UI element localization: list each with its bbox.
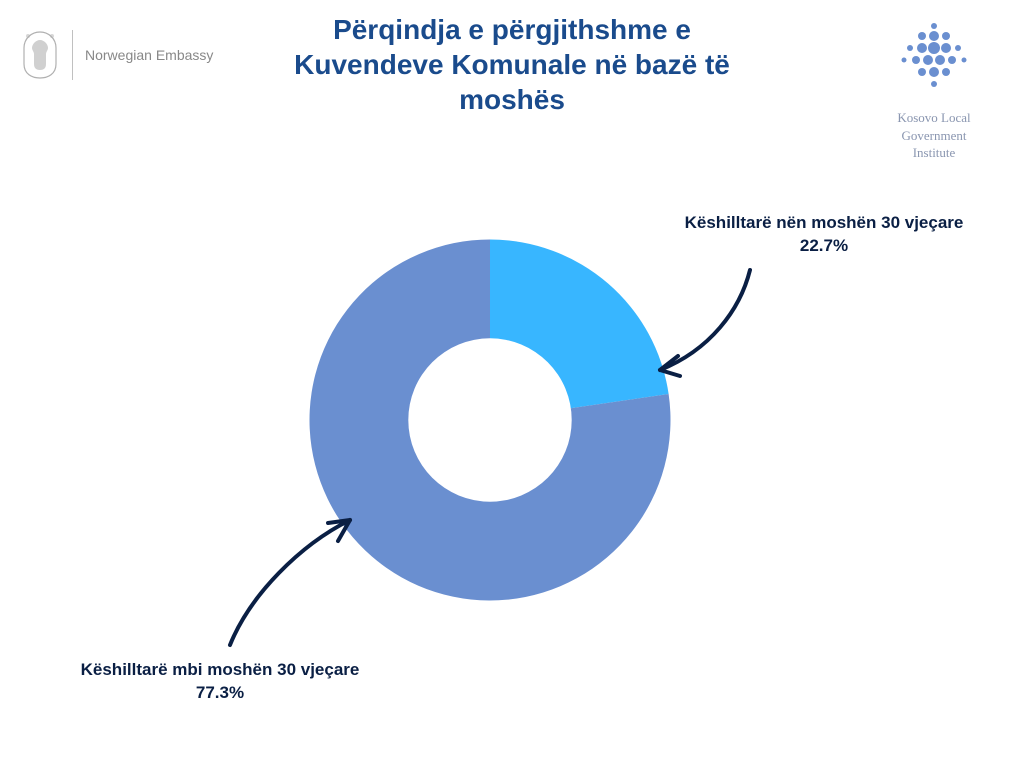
slice-label-over30: Këshilltarë mbi moshën 30 vjeçare 77.3%: [60, 659, 380, 705]
logo-divider: [72, 30, 73, 80]
klgi-logo-block: Kosovo Local Government Institute: [874, 18, 994, 162]
header-region: Norwegian Embassy Përqindja e përgjithsh…: [0, 0, 1024, 170]
slice-label-over30-text: Këshilltarë mbi moshën 30 vjeçare: [60, 659, 380, 682]
norway-crest-icon: [20, 30, 60, 80]
arrow-to-under30: [640, 260, 780, 390]
klgi-line3: Institute: [874, 144, 994, 162]
slice-label-under30: Këshilltarë nën moshën 30 vjeçare 22.7%: [664, 212, 984, 258]
slice-label-over30-pct: 77.3%: [60, 682, 380, 705]
chart-area: Këshilltarë nën moshën 30 vjeçare 22.7% …: [0, 200, 1024, 760]
klgi-dots-icon: [894, 18, 974, 98]
donut-hole: [408, 338, 571, 501]
slice-label-under30-text: Këshilltarë nën moshën 30 vjeçare: [664, 212, 984, 235]
slice-label-under30-pct: 22.7%: [664, 235, 984, 258]
chart-title: Përqindja e përgjithshme e Kuvendeve Kom…: [262, 12, 762, 117]
arrow-to-over30: [210, 505, 370, 655]
norwegian-embassy-label: Norwegian Embassy: [85, 47, 213, 63]
klgi-logo-text: Kosovo Local Government Institute: [874, 109, 994, 162]
klgi-line2: Government: [874, 127, 994, 145]
norwegian-embassy-logo-block: Norwegian Embassy: [20, 30, 213, 80]
klgi-line1: Kosovo Local: [874, 109, 994, 127]
